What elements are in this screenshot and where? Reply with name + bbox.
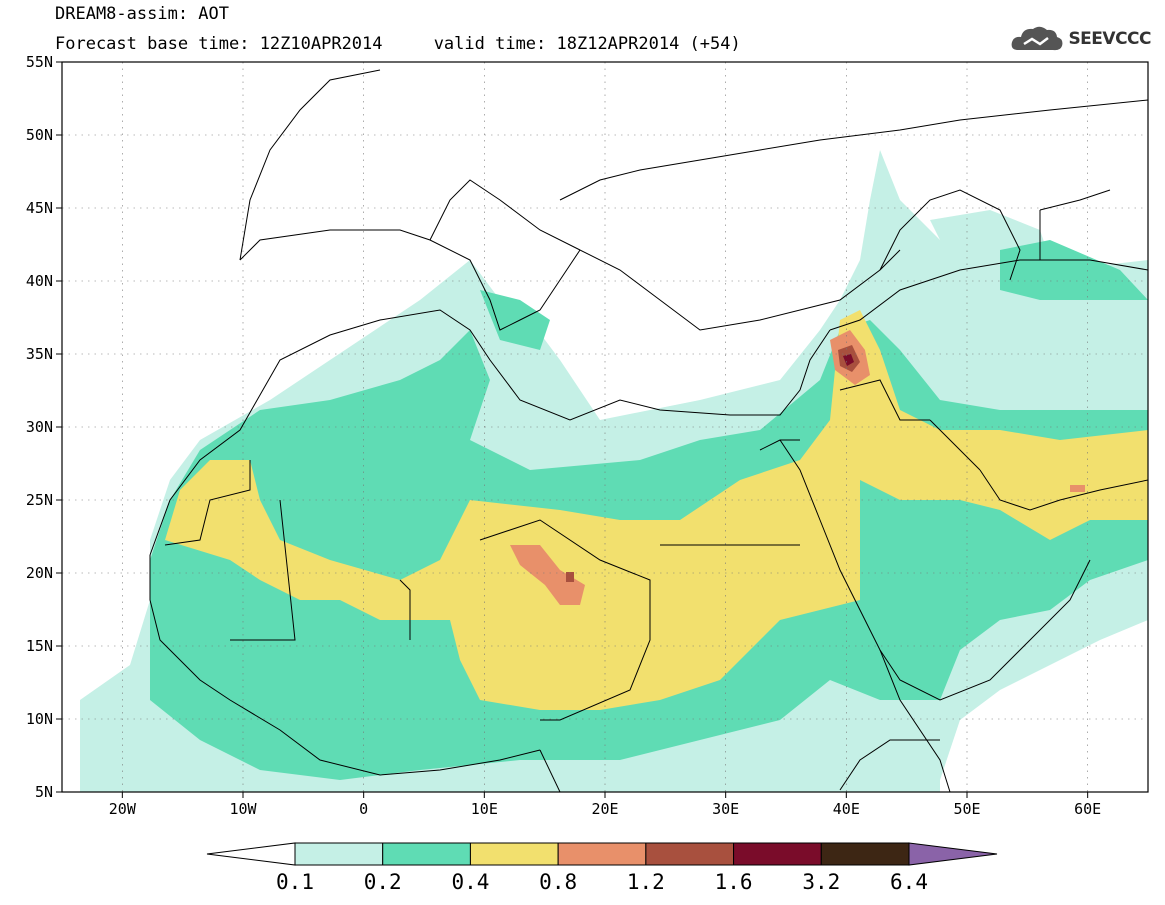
colorbar-box: [645, 842, 735, 866]
axis-ticks: 5N 10N 15N 20N 25N 30N 35N 40N 45N 50N 55N 20W 10W 0 1…: [26, 53, 1101, 818]
lat-tick-label: 45N: [26, 199, 53, 217]
colorbar-box: [469, 842, 559, 866]
aot-band-0.8: [510, 545, 585, 605]
colorbar-under-arrow: [206, 842, 296, 866]
lat-tick-label: 20N: [26, 564, 53, 582]
logo-text: SEEVCCC: [1068, 29, 1151, 49]
lon-tick-label: 50E: [953, 800, 980, 818]
cloud-icon: [1012, 26, 1063, 51]
lon-tick-label: 30E: [712, 800, 739, 818]
lat-tick-label: 35N: [26, 345, 53, 363]
colorbar-box: [557, 842, 647, 866]
colorbar: 0.1 0.2 0.4 0.8 1.2 1.6 3.2 6.4: [206, 842, 998, 894]
lat-tick-label: 55N: [26, 53, 53, 71]
lat-tick-label: 30N: [26, 418, 53, 436]
lat-tick-label: 15N: [26, 637, 53, 655]
colorbar-over-arrow: [908, 842, 998, 866]
graticule: [62, 62, 1148, 792]
colorbar-label: 6.4: [890, 870, 928, 894]
aot-band-0.4: [165, 310, 1148, 710]
lon-tick-label: 60E: [1074, 800, 1101, 818]
lon-tick-label: 10W: [229, 800, 257, 818]
aot-band-1.6: [843, 354, 854, 366]
aot-shading: [80, 150, 1148, 792]
coastlines: [149, 69, 1148, 792]
colorbar-label: 0.1: [276, 870, 314, 894]
colorbar-box: [820, 842, 910, 866]
lon-tick-label: 20E: [591, 800, 618, 818]
lat-tick-label: 50N: [26, 126, 53, 144]
lat-tick-label: 40N: [26, 272, 53, 290]
colorbar-label: 0.2: [364, 870, 402, 894]
colorbar-box: [382, 842, 471, 866]
colorbar-label: 1.2: [627, 870, 665, 894]
lat-tick-label: 5N: [35, 783, 53, 801]
colorbar-label: 0.8: [539, 870, 577, 894]
colorbar-label: 0.4: [451, 870, 489, 894]
map-title: DREAM8-assim: AOT: [55, 4, 229, 24]
colorbar-label: 1.6: [715, 870, 753, 894]
lon-tick-label: 40E: [833, 800, 860, 818]
lon-tick-label: 10E: [471, 800, 498, 818]
forecast-time-line: Forecast base time: 12Z10APR2014 valid t…: [55, 34, 741, 54]
lon-tick-label: 20W: [109, 800, 137, 818]
seevccc-logo: SEEVCCC: [1010, 24, 1151, 54]
lat-tick-label: 25N: [26, 491, 53, 509]
colorbar-box: [733, 842, 822, 866]
colorbar-label: 3.2: [802, 870, 840, 894]
lon-tick-label: 0: [359, 800, 368, 818]
lat-tick-label: 10N: [26, 710, 53, 728]
colorbar-box: [294, 842, 384, 866]
